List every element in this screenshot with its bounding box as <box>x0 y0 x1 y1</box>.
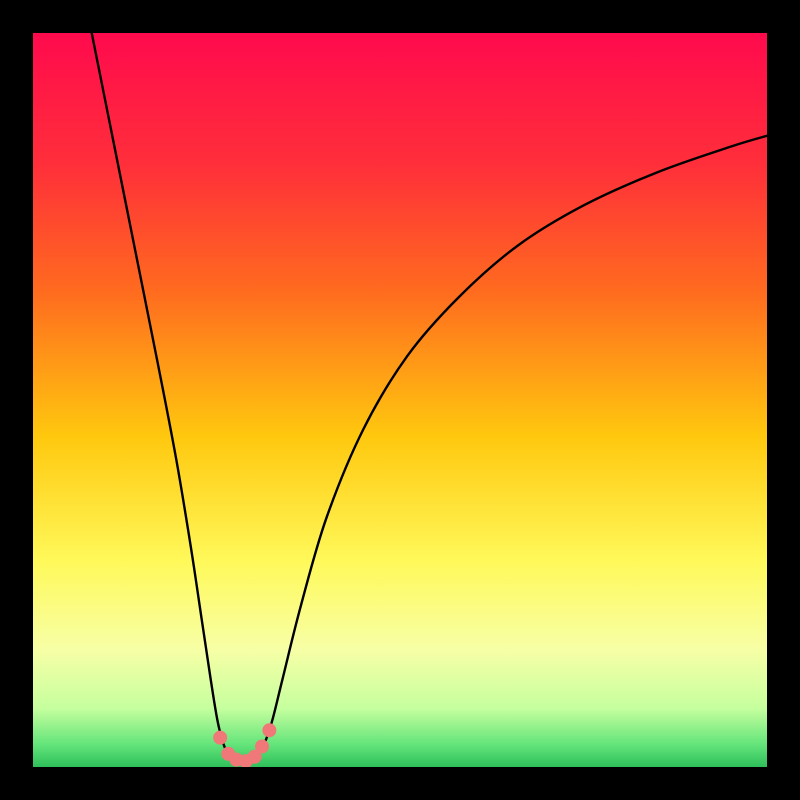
data-marker <box>256 740 269 753</box>
data-marker <box>214 731 227 744</box>
bottleneck-chart <box>0 0 800 800</box>
data-marker <box>263 724 276 737</box>
chart-container: TheBottleneck.com <box>0 0 800 800</box>
plot-area <box>33 33 767 767</box>
